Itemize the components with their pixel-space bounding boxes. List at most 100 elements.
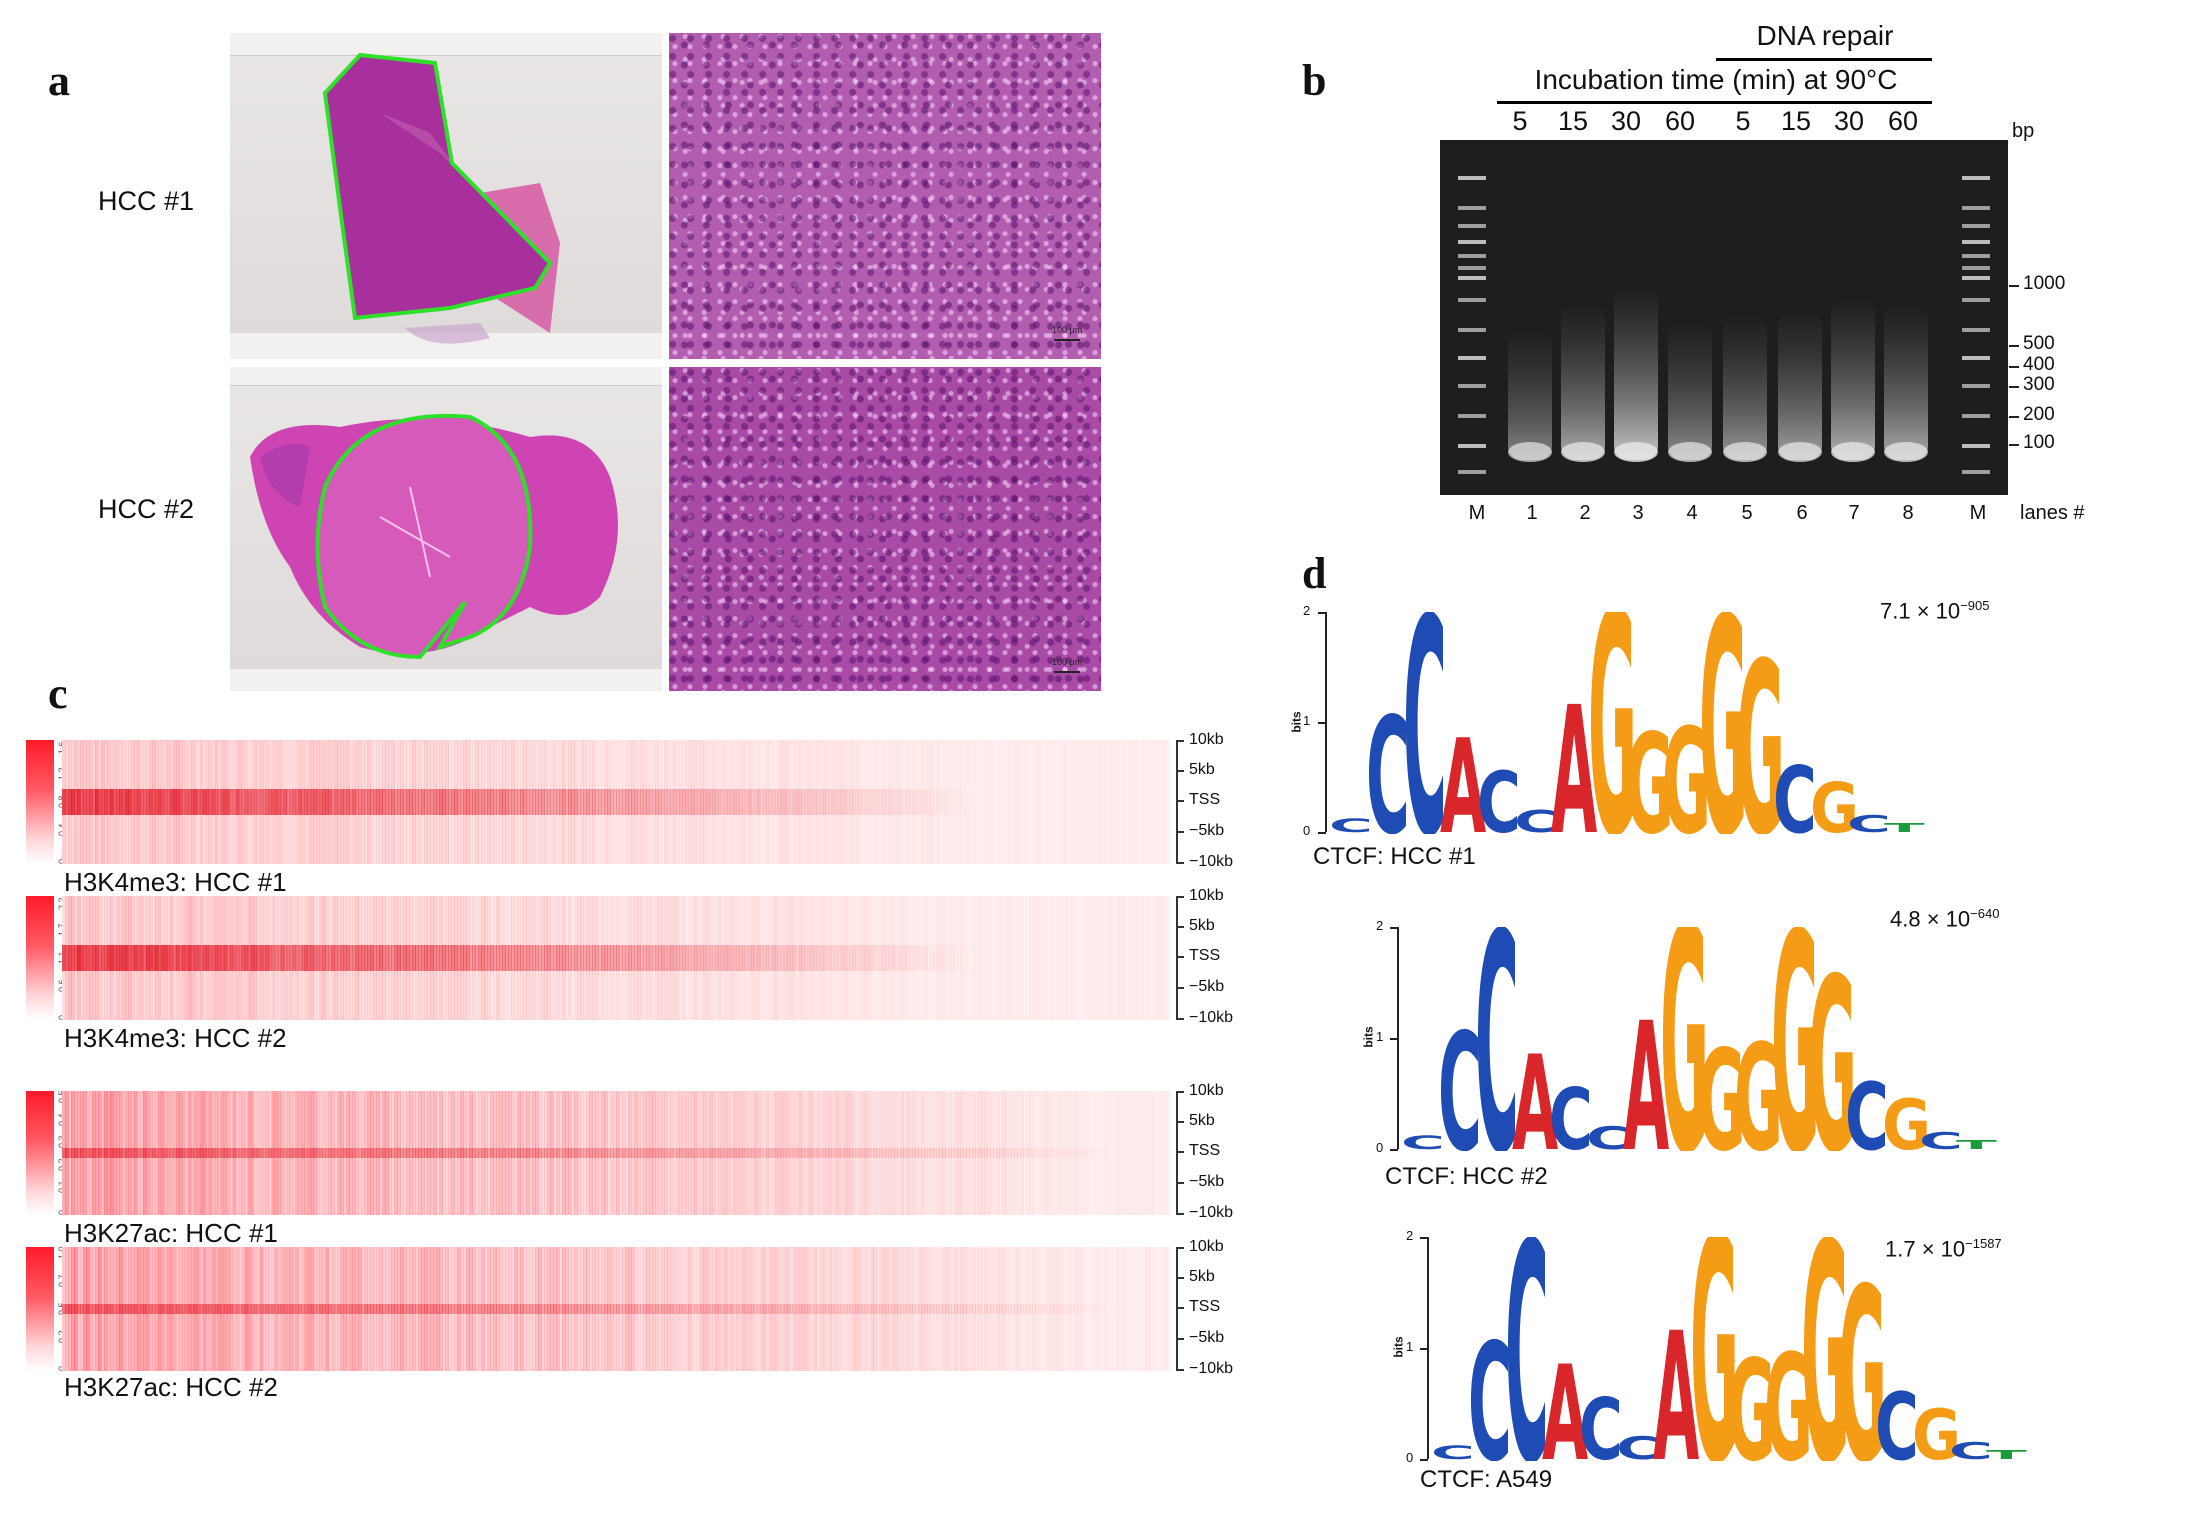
heatmap-cell — [756, 896, 761, 1020]
heatmap-cell — [945, 740, 949, 864]
logo-y-tick: 2 — [1406, 1228, 1414, 1243]
heatmap-cell — [861, 945, 866, 971]
heatmap-cell — [768, 1304, 773, 1314]
heatmap-cell — [648, 789, 653, 815]
panel-letter-d: d — [1302, 549, 1327, 598]
heatmap-cell — [726, 740, 731, 864]
time-label: 5 — [1735, 106, 1751, 136]
heatmap-cell — [909, 1091, 914, 1215]
heatmap-cell — [541, 1247, 545, 1371]
heatmap-cell — [810, 1091, 815, 1215]
heatmap-cell — [1161, 1091, 1165, 1215]
heatmap-cell — [109, 945, 114, 971]
heatmap-cell — [717, 1091, 722, 1215]
heatmap-cell — [232, 1148, 237, 1158]
heatmap-cell — [67, 1148, 72, 1158]
heatmap-cell — [580, 945, 584, 971]
heatmap-cell — [699, 945, 704, 971]
heatmap-cell — [966, 1304, 970, 1314]
heatmap-cell — [789, 1148, 794, 1158]
heatmap-cell — [699, 1247, 704, 1371]
heatmap-cell — [837, 1247, 842, 1371]
heatmap-cell — [157, 1148, 162, 1158]
heatmap-cell — [487, 1148, 491, 1158]
heatmap-cell — [352, 1091, 357, 1215]
heatmap-cell — [205, 1247, 210, 1371]
heatmap-cell — [675, 740, 680, 864]
slide-image-hcc1 — [230, 33, 662, 359]
heatmap-cell — [79, 945, 84, 971]
heatmap-cell — [858, 945, 863, 971]
heatmap-cell — [663, 1148, 668, 1158]
heatmap-cell — [130, 1304, 135, 1314]
heatmap-cell — [496, 896, 500, 1020]
heatmap-cell — [562, 1247, 566, 1371]
heatmap-cell — [316, 789, 321, 815]
heatmap-cell — [319, 1247, 324, 1371]
heatmap-cell — [376, 1148, 381, 1158]
heatmap-cell — [187, 789, 192, 815]
heatmap-cell — [1065, 1091, 1069, 1215]
heatmap-cell — [238, 1304, 243, 1314]
heatmap-cell — [577, 1247, 581, 1371]
heatmap-cell — [331, 740, 336, 864]
svg-text:C: C — [1773, 748, 1817, 834]
heatmap-cell — [777, 896, 782, 1020]
heatmap-cell — [313, 789, 318, 815]
heatmap-cell — [1032, 1247, 1036, 1371]
heatmap-cell — [1020, 896, 1024, 1020]
heatmap-cell — [148, 945, 153, 971]
heatmap-cell — [651, 789, 656, 815]
heatmap-cell — [672, 1091, 677, 1215]
heatmap-cell — [894, 740, 899, 864]
heatmap-cell — [1104, 740, 1108, 864]
heatmap-cell — [903, 1148, 908, 1158]
heatmap-cell — [927, 1247, 932, 1371]
heatmap-cell — [903, 1304, 908, 1314]
axis-tick-label: TSS — [1189, 1142, 1221, 1159]
heatmap-cell — [115, 1247, 120, 1371]
heatmap-cell — [163, 789, 168, 815]
heatmap-cell — [627, 740, 632, 864]
heatmap-cell — [484, 1091, 488, 1215]
heatmap-cell — [319, 1091, 324, 1215]
heatmap-cell — [133, 789, 138, 815]
heatmap-cell — [855, 1247, 860, 1371]
heatmap-cell — [235, 896, 240, 1020]
heatmap-cell — [574, 1148, 578, 1158]
heatmap-cell — [753, 1091, 758, 1215]
heatmap-cell — [124, 789, 129, 815]
heatmap-cell — [798, 945, 803, 971]
heatmap-cell — [657, 1148, 662, 1158]
heatmap-cell — [454, 1247, 458, 1371]
heatmap-cell — [717, 740, 722, 864]
heatmap-cell — [430, 1247, 434, 1371]
heatmap-cell — [1119, 896, 1123, 1020]
heatmap-cell — [418, 1247, 422, 1371]
logo-letter: A — [1440, 711, 1486, 834]
heatmap-cell — [828, 945, 833, 971]
heatmap-cell — [256, 1304, 261, 1314]
heatmap-cell — [618, 1148, 623, 1158]
heatmap-cell — [544, 945, 548, 971]
heatmap-cell — [933, 1091, 938, 1215]
heatmap-cell — [553, 1304, 557, 1314]
heatmap-cell — [948, 1304, 952, 1314]
heatmap-h3k4me3-hcc2: 0 0.6 1.1 1.7 2.2 10kb 5kb TSS −5kb −10k… — [26, 887, 1233, 1026]
heatmap-cell — [535, 1148, 539, 1158]
heatmap-cell — [568, 1091, 572, 1215]
heatmap-cell — [571, 1304, 575, 1314]
heatmap-cell — [963, 1304, 967, 1314]
heatmap-cell — [663, 1247, 668, 1371]
heatmap-cell — [999, 1148, 1003, 1158]
heatmap-cell — [424, 1091, 428, 1215]
logo-y-tick: 2 — [1303, 603, 1311, 618]
heatmap-cell — [741, 896, 746, 1020]
heatmap-cell — [762, 740, 767, 864]
heatmap-cell — [139, 1304, 144, 1314]
heatmap-cell — [954, 1091, 958, 1215]
heatmap-cell — [927, 1091, 932, 1215]
heatmap-cell — [987, 1304, 991, 1314]
svg-text:A: A — [1440, 711, 1486, 834]
heatmap-cell — [607, 1148, 611, 1158]
